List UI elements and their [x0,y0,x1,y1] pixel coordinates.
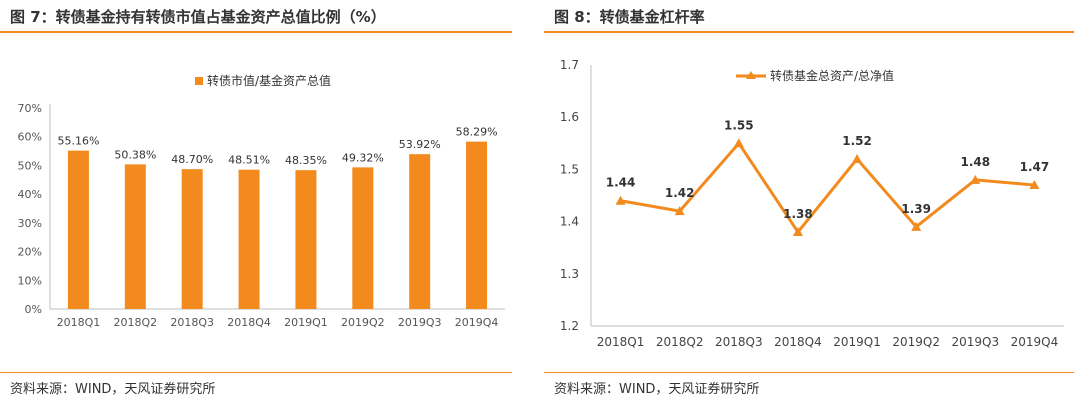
data-label: 1.48 [961,155,991,169]
data-point [733,138,744,148]
y-tick-label: 1.7 [560,58,579,72]
figure-7-panel: 图 7：转债基金持有转债市值占基金资产总值比例（%） 转债市值/基金资产总值 0%… [0,0,528,401]
bar [67,150,89,309]
bar [352,167,374,309]
data-label: 48.35% [285,154,327,167]
data-point [792,227,803,237]
y-tick-label: 0% [25,303,42,316]
y-tick-label: 1.4 [560,215,579,229]
figure-8-title: 图 8：转债基金杠杆率 [554,8,705,26]
legend-label: 转债市值/基金资产总值 [207,73,331,88]
data-label: 53.92% [399,138,441,151]
x-tick-label: 2018Q3 [715,335,763,349]
title-rule [0,31,512,33]
bar [238,169,260,309]
series-line [620,141,1035,234]
data-label: 1.42 [665,186,695,200]
data-point [852,153,863,163]
y-tick-label: 1.5 [560,162,579,176]
x-tick-label: 2019Q4 [455,316,499,329]
data-label: 49.32% [342,151,384,164]
legend-label: 转债基金总资产/总净值 [770,68,894,83]
line-chart: 转债基金总资产/总净值 1.2 1.3 1.4 1.5 1.6 1.7 1.44 2018Q1 1… [560,58,1064,349]
x-tick-label: 2018Q2 [656,335,704,349]
data-label: 1.39 [901,202,931,216]
y-tick-label: 70% [18,102,42,115]
x-tick-label: 2019Q3 [398,316,442,329]
x-tick-label: 2018Q3 [170,316,214,329]
data-point [615,195,626,205]
bar [466,141,488,309]
bar [181,169,203,309]
x-tick-label: 2019Q1 [833,335,881,349]
bar [295,170,317,309]
data-point [911,221,922,231]
data-label: 55.16% [57,135,99,148]
figure-8-panel: 图 8：转债基金杠杆率 转债基金总资产/总净值 1.2 1.3 1.4 1.5 1.6 1.… [544,0,1080,401]
x-tick-label: 2019Q4 [1011,335,1059,349]
y-tick-label: 1.2 [560,319,579,333]
y-tick-label: 1.3 [560,267,579,281]
x-tick-label: 2019Q3 [952,335,1000,349]
y-tick-label: 30% [18,217,42,230]
legend-swatch [195,77,203,85]
data-label: 1.44 [606,176,636,190]
data-point [1029,180,1040,190]
x-tick-label: 2019Q2 [892,335,940,349]
y-tick-label: 20% [18,246,42,259]
y-tick-label: 60% [18,131,42,144]
y-tick-label: 40% [18,188,42,201]
data-point [970,174,981,184]
data-label: 1.55 [724,118,754,132]
x-tick-label: 2019Q2 [341,316,385,329]
title-rule [544,31,1074,33]
figure-8-source: 资料来源：WIND，天风证券研究所 [554,382,760,397]
x-tick-label: 2018Q2 [113,316,157,329]
source-rule [544,372,1074,373]
x-tick-label: 2018Q1 [57,316,101,329]
y-tick-label: 10% [18,274,42,287]
data-label: 48.70% [171,153,213,166]
legend-marker [746,71,756,79]
data-label: 1.38 [783,207,813,221]
figure-7-source: 资料来源：WIND，天风证券研究所 [10,382,216,397]
data-label: 48.51% [228,154,270,167]
figure-7-title: 图 7：转债基金持有转债市值占基金资产总值比例（%） [10,8,386,26]
data-label: 1.52 [842,134,872,148]
x-tick-label: 2019Q1 [284,316,328,329]
source-rule [0,372,512,373]
y-tick-label: 50% [18,159,42,172]
data-label: 50.38% [114,148,156,161]
x-tick-label: 2018Q4 [227,316,271,329]
data-point [674,206,685,216]
data-label: 1.47 [1020,160,1050,174]
x-tick-label: 2018Q1 [597,335,645,349]
data-label: 58.29% [456,126,498,139]
y-tick-label: 1.6 [560,110,579,124]
x-tick-label: 2018Q4 [774,335,822,349]
bar [409,154,431,309]
bar [124,164,146,309]
bar-chart: 转债市值/基金资产总值 0% 10% 20% 30% 40% 50% 60% 70% 55.16%… [18,73,505,329]
